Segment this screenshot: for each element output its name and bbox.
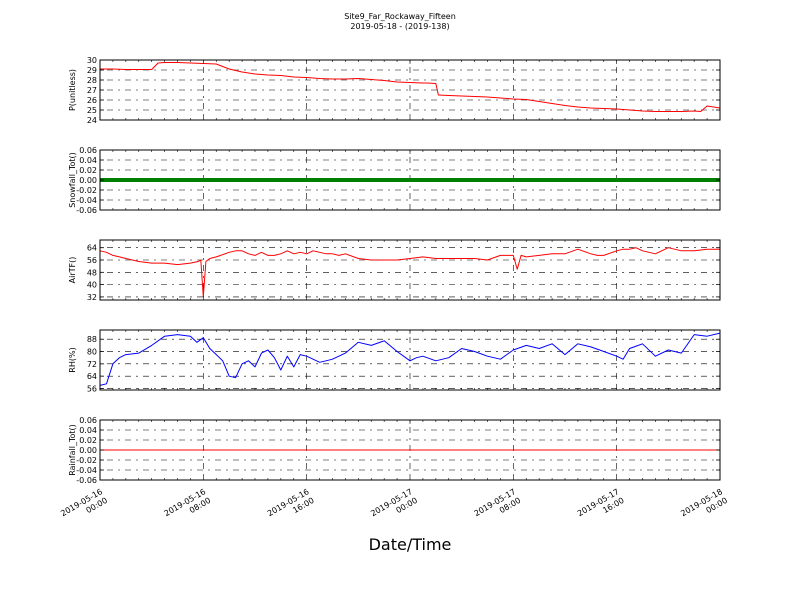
panel-3-ytick-label-0: 32 (87, 293, 97, 302)
panel-1-y-axis-label: P(unitless) (68, 69, 77, 111)
chart-title: Site9_Far_Rockaway_Fifteen (344, 12, 456, 21)
panel-2-ytick-label-6: 0.06 (79, 146, 97, 155)
panel-3-ytick-label-2: 48 (87, 268, 97, 277)
panel-1-ytick-label-2: 26 (87, 96, 97, 105)
chart-panels: 24252627282930P(unitless)-0.06-0.04-0.02… (68, 56, 721, 485)
panel-4: 56 64 72 80 88 RH(%) (68, 329, 721, 393)
panel-2-ytick-label-1: -0.04 (76, 196, 97, 205)
panel-4-ytick-label-1: 64 (87, 372, 97, 381)
panel-2-ytick-label-5: 0.04 (79, 156, 97, 165)
panel-3-ytick-label-1: 40 (87, 281, 97, 290)
panel-2-ytick-label-4: 0.02 (79, 166, 97, 175)
panel-5-ytick-label-2: -0.02 (76, 456, 97, 465)
panel-3-y-axis-label: AirTF() (68, 257, 77, 284)
panel-1-series-line-1 (100, 62, 721, 112)
panel-3: 32 40 48 56 64 AirTF() (68, 239, 721, 302)
panel-1-ytick-label-6: 30 (87, 56, 97, 65)
panel-5-ytick-label-0: -0.06 (76, 476, 97, 485)
panel-2: -0.06-0.04-0.020.000.020.040.06Snowfall_… (68, 146, 721, 215)
panel-1-ytick-label-1: 25 (87, 106, 97, 115)
panel-1-ytick-label-5: 29 (87, 66, 97, 75)
panel-2-ytick-label-0: -0.06 (76, 206, 97, 215)
panel-5-ytick-label-3: 0.00 (79, 446, 97, 455)
chart-subtitle: 2019-05-18 - (2019-138) (350, 22, 449, 31)
panel-5-ytick-label-1: -0.04 (76, 466, 97, 475)
panel-1-ytick-label-0: 24 (87, 116, 97, 125)
panel-3-ytick-label-3: 56 (87, 256, 97, 265)
panel-4-series-line-1 (99, 332, 721, 386)
panel-3-ytick-label-4: 64 (87, 244, 97, 253)
panel-2-ytick-label-2: -0.02 (76, 186, 97, 195)
panel-4-y-axis-label: RH(%) (68, 347, 77, 372)
panel-4-ytick-label-3: 80 (87, 348, 97, 357)
panel-5-ytick-label-6: 0.06 (79, 416, 97, 425)
panel-1-ytick-label-3: 27 (87, 86, 97, 95)
panel-2-ytick-label-3: 0.00 (79, 176, 97, 185)
panel-4-ytick-label-0: 56 (87, 384, 97, 393)
panel-5-ytick-label-5: 0.04 (79, 426, 97, 435)
panel-3-series-line-1 (99, 247, 720, 298)
panel-4-ytick-label-2: 72 (87, 360, 97, 369)
panel-2-y-axis-label: Snowfall_Tot() (68, 152, 77, 208)
panel-4-ytick-label-4: 88 (87, 335, 97, 344)
x-axis-label: Date/Time (369, 535, 452, 554)
panel-5-y-axis-label: Rainfall_Tot() (68, 424, 77, 476)
panel-1-ytick-label-4: 28 (87, 76, 97, 85)
panel-5-ytick-label-4: 0.02 (79, 436, 97, 445)
panel-5: -0.06-0.04-0.020.000.020.040.06Rainfall_… (68, 416, 721, 485)
